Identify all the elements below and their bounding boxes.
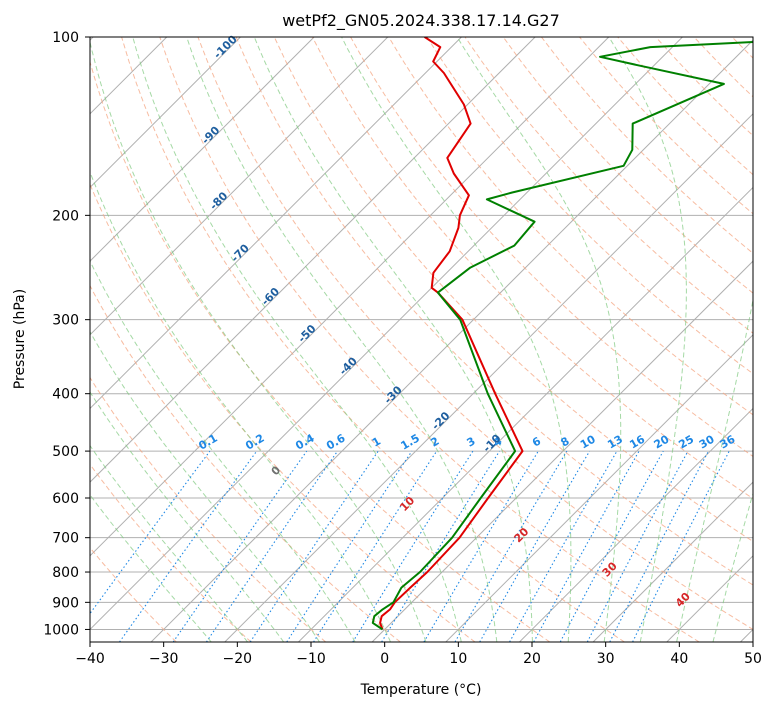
x-tick-label: 10 (449, 651, 467, 667)
y-tick-label: 600 (52, 491, 79, 507)
y-tick-label: 900 (52, 595, 79, 611)
y-tick-label: 700 (52, 531, 79, 547)
y-tick-label: 1000 (43, 622, 79, 638)
y-tick-label: 800 (52, 565, 79, 581)
x-axis-title: Temperature (°C) (360, 682, 482, 698)
x-tick-label: 50 (744, 651, 762, 667)
x-tick-label: −30 (149, 651, 179, 667)
y-tick-label: 200 (52, 208, 79, 224)
y-tick-label: 500 (52, 444, 79, 460)
x-tick-label: 30 (597, 651, 615, 667)
x-tick-label: 40 (670, 651, 688, 667)
x-tick-label: −40 (75, 651, 105, 667)
x-tick-label: 0 (380, 651, 389, 667)
x-tick-label: 20 (523, 651, 541, 667)
chart-title: wetPf2_GN05.2024.338.17.14.G27 (282, 11, 560, 31)
y-tick-label: 100 (52, 30, 79, 46)
y-tick-label: 300 (52, 313, 79, 329)
x-tick-label: −20 (223, 651, 253, 667)
y-tick-label: 400 (52, 387, 79, 403)
y-axis-title: Pressure (hPa) (12, 289, 28, 389)
x-tick-label: −10 (296, 651, 326, 667)
